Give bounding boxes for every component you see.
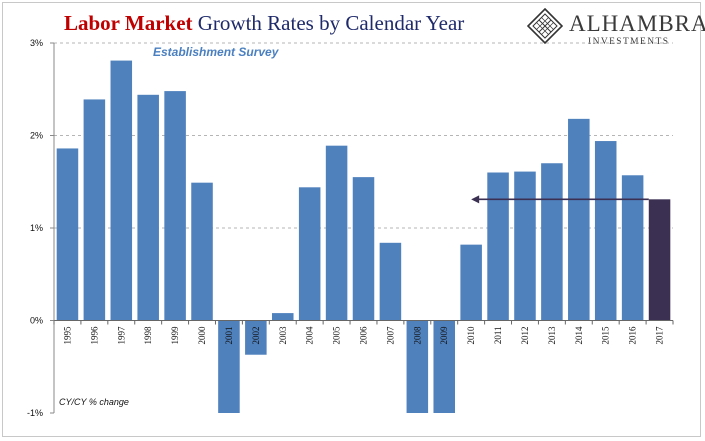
x-tick-label: 2002 [251, 327, 261, 345]
chart-title: Labor Market Growth Rates by Calendar Ye… [64, 11, 464, 36]
bar-2015 [594, 141, 617, 321]
y-tick-label: 3% [30, 38, 43, 48]
x-tick-label: 2015 [601, 326, 611, 345]
diamond-lattice-icon [527, 8, 563, 44]
bar-1997 [110, 60, 133, 321]
x-tick-label: 1995 [62, 326, 72, 345]
x-tick-label: 2005 [332, 326, 342, 345]
x-tick-label: 1998 [143, 326, 153, 345]
bar-1996 [83, 99, 106, 321]
series-annotation: Establishment Survey [153, 45, 279, 59]
bar-2004 [298, 187, 321, 321]
units-note: CY/CY % change [59, 397, 129, 407]
bar-2017 [648, 199, 671, 321]
bar-2007 [379, 242, 402, 321]
bar-2012 [514, 171, 536, 321]
y-tick-label: 1% [30, 223, 43, 233]
bar-2003 [271, 313, 294, 321]
x-tick-label: 2014 [574, 326, 584, 345]
chart-frame [2, 2, 701, 437]
bar-2005 [325, 145, 348, 321]
bar-2009 [433, 320, 456, 413]
x-tick-label: 2008 [412, 326, 422, 345]
brand-subtitle: INVESTMENTS [588, 37, 670, 47]
y-tick-label: 0% [30, 316, 43, 326]
x-tick-label: 2009 [439, 326, 449, 345]
bar-1995 [56, 148, 79, 321]
x-tick-label: 2011 [493, 326, 503, 344]
bar-2001 [218, 320, 240, 413]
bar-2016 [621, 175, 644, 321]
bar-2011 [487, 172, 509, 321]
bar-2002 [245, 320, 267, 355]
x-tick-label: 2013 [547, 326, 557, 345]
brand-name: ALHAMBRA [569, 11, 705, 36]
x-tick-label: 1996 [89, 326, 99, 345]
x-tick-label: 2004 [305, 326, 315, 345]
x-tick-label: 2001 [224, 327, 234, 345]
y-tick-label: -1% [27, 408, 43, 418]
alhambra-logo: ALHAMBRA INVESTMENTS [527, 8, 705, 47]
bar-2013 [541, 163, 563, 321]
x-tick-label: 2000 [197, 326, 207, 345]
bar-2010 [460, 244, 482, 321]
x-tick-label: 2016 [628, 326, 638, 345]
x-tick-label: 2003 [278, 326, 288, 345]
y-tick-label: 2% [30, 131, 43, 141]
title-rest: Growth Rates by Calendar Year [197, 11, 465, 35]
bar-2006 [352, 177, 375, 321]
level-arrow-head [471, 195, 480, 204]
bar-2008 [406, 320, 429, 413]
x-tick-label: 2007 [385, 326, 395, 345]
x-tick-label: 1999 [170, 326, 180, 345]
x-tick-label: 2017 [655, 326, 665, 345]
bar-2000 [191, 182, 213, 321]
bar-1999 [164, 91, 186, 321]
bar-2014 [568, 118, 590, 321]
bar-1998 [137, 94, 159, 321]
x-tick-label: 1997 [116, 326, 126, 345]
x-tick-label: 2006 [359, 326, 369, 345]
title-highlight: Labor Market [64, 11, 193, 35]
x-tick-label: 2010 [466, 326, 476, 345]
x-tick-label: 2012 [520, 327, 530, 345]
